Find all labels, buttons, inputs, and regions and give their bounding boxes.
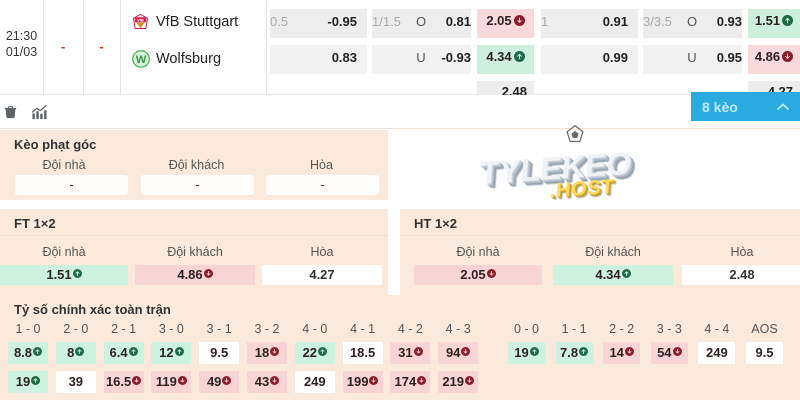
svg-text:W: W — [136, 54, 147, 66]
svg-text:VfB: VfB — [137, 17, 144, 22]
